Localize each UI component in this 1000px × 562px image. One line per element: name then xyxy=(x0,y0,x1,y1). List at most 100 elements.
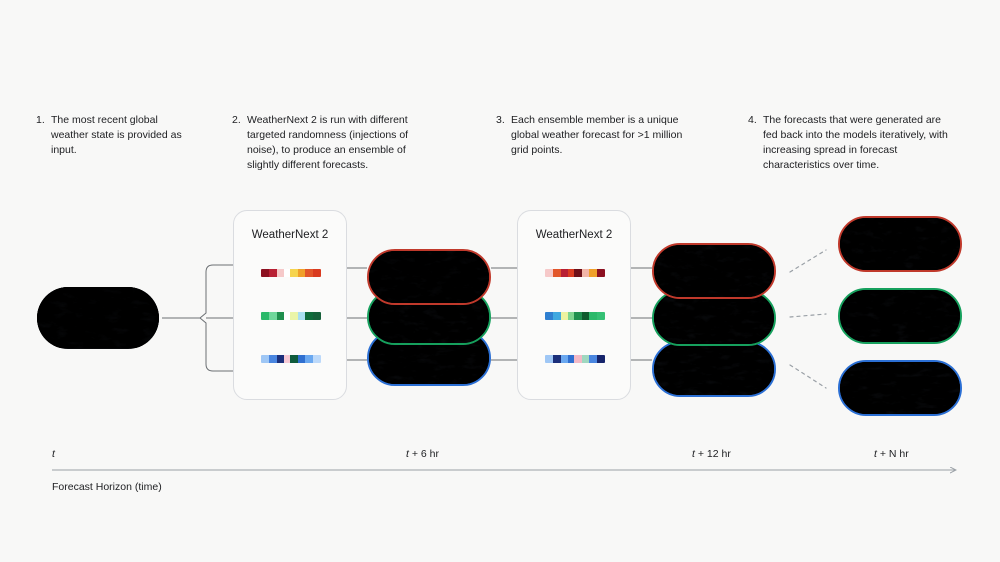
noise-segment xyxy=(545,269,553,277)
noise-segment xyxy=(313,269,321,277)
input-weather-map xyxy=(37,287,159,349)
forecast-card-tn-member-1 xyxy=(838,216,962,272)
noise-segment xyxy=(581,312,590,320)
noise-segment xyxy=(268,355,277,363)
forecast-card-tn-member-3 xyxy=(838,360,962,416)
noise-segment xyxy=(297,269,306,277)
noise-segment xyxy=(284,312,290,320)
timeline-tick-2: t + 12 hr xyxy=(692,448,731,460)
noise-segment xyxy=(284,269,290,277)
noise-segment xyxy=(581,355,590,363)
noise-segment xyxy=(261,355,269,363)
caption-step-3: 3. Each ensemble member is a unique glob… xyxy=(496,113,692,158)
tick-suffix: + 6 hr xyxy=(408,448,439,460)
noise-segment xyxy=(597,355,605,363)
noise-segment xyxy=(552,355,561,363)
noise-segment xyxy=(289,355,298,363)
noise-segment xyxy=(297,355,306,363)
noise-segment xyxy=(268,269,277,277)
noise-segment xyxy=(597,269,605,277)
caption-number: 2. xyxy=(232,114,241,126)
noise-segment xyxy=(276,355,285,363)
caption-text: The forecasts that were generated are fe… xyxy=(763,114,948,171)
noise-segment xyxy=(568,312,574,320)
noise-segment xyxy=(305,269,314,277)
weather-texture xyxy=(654,343,774,395)
tick-suffix: + 12 hr xyxy=(694,448,731,460)
noise-segment xyxy=(305,355,314,363)
noise-segment xyxy=(552,312,561,320)
model-title: WeatherNext 2 xyxy=(251,229,329,241)
noise-segment xyxy=(568,355,574,363)
noise-segment xyxy=(545,355,553,363)
noise-strip-member-3 xyxy=(545,355,605,363)
caption-number: 1. xyxy=(36,114,45,126)
noise-segment xyxy=(297,312,306,320)
noise-segment xyxy=(268,312,277,320)
noise-segment xyxy=(552,269,561,277)
forecast-card-tn-member-2 xyxy=(838,288,962,344)
model-box-weathernext-2: WeatherNext 2 xyxy=(517,210,631,400)
tick-suffix: + N hr xyxy=(876,448,909,460)
noise-segment xyxy=(276,312,285,320)
noise-segment xyxy=(568,269,574,277)
noise-segment xyxy=(560,355,569,363)
noise-segment xyxy=(289,312,298,320)
caption-number: 3. xyxy=(496,114,505,126)
weather-texture xyxy=(369,251,489,303)
tick-prefix: t xyxy=(52,448,55,460)
noise-strip-member-1 xyxy=(261,269,321,277)
weather-texture xyxy=(840,218,960,270)
weather-texture xyxy=(840,362,960,414)
noise-segment xyxy=(589,312,598,320)
caption-number: 4. xyxy=(748,114,757,126)
noise-strip-member-3 xyxy=(261,355,321,363)
noise-segment xyxy=(573,269,582,277)
noise-segment xyxy=(589,355,598,363)
tick-prefix: t xyxy=(874,448,877,460)
weather-texture xyxy=(37,287,159,348)
noise-segment xyxy=(289,269,298,277)
caption-text: WeatherNext 2 is run with different targ… xyxy=(247,114,409,171)
noise-segment xyxy=(560,269,569,277)
timeline-tick-1: t + 6 hr xyxy=(406,448,439,460)
noise-segment xyxy=(581,269,590,277)
timeline-tick-3: t + N hr xyxy=(874,448,909,460)
noise-segment xyxy=(313,355,321,363)
noise-segment xyxy=(545,312,553,320)
noise-strip-member-2 xyxy=(545,312,605,320)
noise-segment xyxy=(589,269,598,277)
weather-texture xyxy=(654,292,774,344)
timeline-tick-0: t xyxy=(52,448,55,460)
noise-segment xyxy=(276,269,285,277)
timeline-axis-caption: Forecast Horizon (time) xyxy=(52,481,162,493)
forecast-card-t12-member-3 xyxy=(652,341,776,397)
noise-segment xyxy=(573,355,582,363)
caption-step-2: 2. WeatherNext 2 is run with different t… xyxy=(232,113,438,173)
noise-segment xyxy=(560,312,569,320)
noise-segment xyxy=(261,312,269,320)
noise-segment xyxy=(313,312,321,320)
caption-step-4: 4. The forecasts that were generated are… xyxy=(748,113,956,173)
noise-segment xyxy=(284,355,290,363)
noise-segment xyxy=(261,269,269,277)
tick-prefix: t xyxy=(406,448,409,460)
forecast-card-t12-member-1 xyxy=(652,243,776,299)
noise-segment xyxy=(305,312,314,320)
caption-text: The most recent global weather state is … xyxy=(51,114,182,156)
weather-texture xyxy=(654,245,774,297)
noise-segment xyxy=(573,312,582,320)
model-box-weathernext-1: WeatherNext 2 xyxy=(233,210,347,400)
noise-segment xyxy=(597,312,605,320)
caption-step-1: 1. The most recent global weather state … xyxy=(36,113,196,158)
forecast-card-t6-member-1 xyxy=(367,249,491,305)
noise-strip-member-2 xyxy=(261,312,321,320)
weather-texture xyxy=(840,290,960,342)
model-title: WeatherNext 2 xyxy=(535,229,613,241)
noise-strip-member-1 xyxy=(545,269,605,277)
tick-prefix: t xyxy=(692,448,695,460)
forecast-card-t12-member-2 xyxy=(652,290,776,346)
caption-text: Each ensemble member is a unique global … xyxy=(511,114,683,156)
